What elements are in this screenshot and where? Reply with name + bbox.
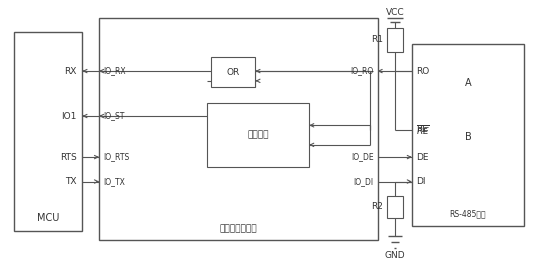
Text: IO_DI: IO_DI: [354, 177, 374, 186]
Text: B: B: [464, 132, 472, 141]
Text: $\overline{RE}$: $\overline{RE}$: [416, 123, 430, 137]
Text: IO_DE: IO_DE: [351, 153, 374, 162]
Text: IO_RO: IO_RO: [350, 67, 374, 76]
Bar: [388, 196, 403, 218]
Text: A: A: [464, 78, 472, 88]
Bar: [14, 32, 82, 231]
Text: RS-485芯片: RS-485芯片: [450, 209, 486, 218]
Text: GND: GND: [385, 251, 406, 260]
Text: RE: RE: [416, 125, 428, 134]
Bar: [99, 18, 378, 240]
Text: MCU: MCU: [37, 213, 59, 223]
Text: IO_TX: IO_TX: [103, 177, 125, 186]
Bar: [388, 28, 403, 51]
Bar: [412, 44, 524, 226]
Text: IO_RTS: IO_RTS: [103, 153, 129, 162]
Bar: [206, 103, 309, 167]
Text: VCC: VCC: [386, 8, 405, 17]
Text: RX: RX: [64, 67, 76, 76]
Text: TX: TX: [65, 177, 76, 186]
Text: IO_ST: IO_ST: [103, 111, 124, 121]
Text: 检测模块: 检测模块: [247, 130, 268, 140]
Text: RTS: RTS: [60, 153, 76, 162]
Text: 可编程逻辑芯片: 可编程逻辑芯片: [220, 224, 257, 233]
Text: R1: R1: [372, 35, 384, 44]
Bar: [211, 57, 255, 87]
Text: OR: OR: [227, 68, 240, 76]
Text: IO_RX: IO_RX: [103, 67, 126, 76]
Text: RO: RO: [416, 67, 429, 76]
Text: R2: R2: [372, 203, 384, 211]
Text: IO1: IO1: [61, 111, 76, 121]
Text: DI: DI: [416, 177, 425, 186]
Text: DE: DE: [416, 153, 428, 162]
